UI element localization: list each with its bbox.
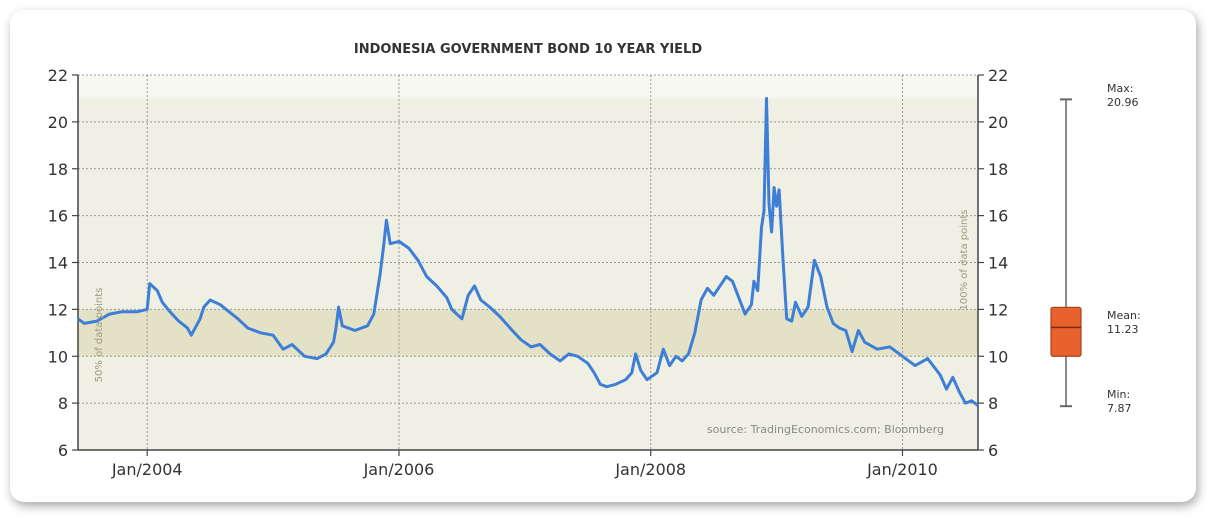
x-tick-label: Jan/2004 bbox=[111, 460, 183, 479]
x-tick-label: Jan/2010 bbox=[866, 460, 938, 479]
y-tick-label-right: 20 bbox=[988, 113, 1008, 132]
chart-svg: 6 6 8 8 10 10 12 12 14 14 16 16 18 18 20 20 22 22 Jan/2004… bbox=[48, 42, 1141, 479]
y-tick-label-right: 14 bbox=[988, 254, 1008, 273]
source-note: source: TradingEconomics.com; Bloomberg bbox=[707, 423, 944, 436]
axes bbox=[72, 74, 984, 456]
range-panel bbox=[1050, 98, 1082, 408]
x-tick-label: Jan/2008 bbox=[614, 460, 686, 479]
chart-card: 6 6 8 8 10 10 12 12 14 14 16 16 18 18 20 20 22 22 Jan/2004… bbox=[10, 10, 1196, 502]
series-layer bbox=[77, 96, 979, 407]
y-tick-label-left: 16 bbox=[48, 207, 68, 226]
iqr-box bbox=[1050, 306, 1082, 357]
mean-value: 11.23 bbox=[1107, 323, 1139, 336]
y-tick-label-right: 12 bbox=[988, 300, 1008, 319]
tick-labels: 6 6 8 8 10 10 12 12 14 14 16 16 18 18 20 20 22 22 Jan/2004… bbox=[48, 66, 1009, 479]
y-tick-label-left: 6 bbox=[58, 441, 68, 460]
yield-line bbox=[77, 96, 979, 407]
y-tick-label-right: 22 bbox=[988, 66, 1008, 85]
y-tick-label-left: 20 bbox=[48, 113, 68, 132]
y-tick-label-right: 6 bbox=[988, 441, 998, 460]
y-tick-label-left: 18 bbox=[48, 160, 68, 179]
inner-band bbox=[78, 309, 978, 357]
outer-band bbox=[78, 98, 978, 450]
max-label: Max: bbox=[1107, 82, 1133, 95]
y-tick-label-left: 22 bbox=[48, 66, 68, 85]
y-tick-label-left: 8 bbox=[58, 394, 68, 413]
y-tick-label-left: 12 bbox=[48, 300, 68, 319]
min-value: 7.87 bbox=[1107, 402, 1132, 415]
left-band-label: 50% of data points bbox=[94, 288, 105, 383]
max-value: 20.96 bbox=[1107, 96, 1139, 109]
y-tick-label-left: 14 bbox=[48, 254, 68, 273]
min-label: Min: bbox=[1107, 388, 1130, 401]
chart-title: INDONESIA GOVERNMENT BOND 10 YEAR YIELD bbox=[354, 42, 702, 57]
y-tick-label-left: 10 bbox=[48, 347, 68, 366]
mean-label: Mean: bbox=[1107, 309, 1141, 322]
y-tick-label-right: 18 bbox=[988, 160, 1008, 179]
y-tick-label-right: 8 bbox=[988, 394, 998, 413]
x-tick-label: Jan/2006 bbox=[363, 460, 435, 479]
y-tick-label-right: 16 bbox=[988, 207, 1008, 226]
right-band-label: 100% of data points bbox=[959, 209, 970, 310]
y-tick-label-right: 10 bbox=[988, 347, 1008, 366]
